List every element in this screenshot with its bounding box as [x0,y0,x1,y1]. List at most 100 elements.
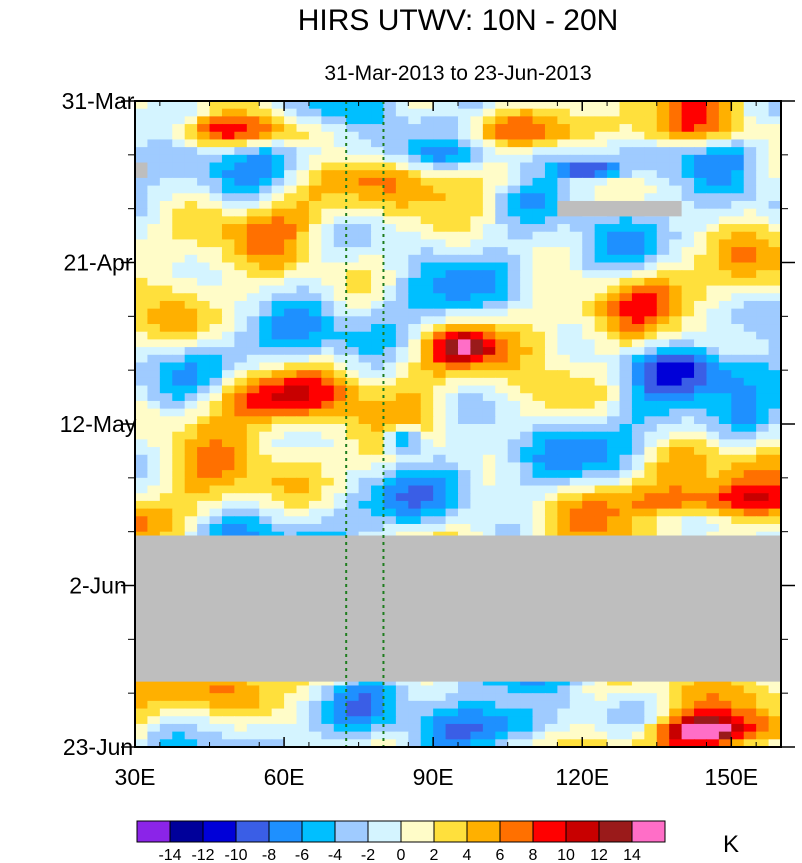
field-cell [209,462,223,471]
field-cell [433,431,447,440]
field-cell [619,108,633,117]
field-cell [159,716,173,725]
field-cell [308,493,322,502]
field-cell [582,177,596,187]
field-cell [234,224,248,233]
field-cell [520,370,534,379]
field-cell [172,370,186,379]
field-cell [383,470,397,479]
field-cell [296,231,310,241]
field-cell [259,400,273,410]
field-cell [718,723,732,733]
field-cell [544,385,558,394]
field-cell [172,523,186,533]
field-cell [756,400,770,410]
field-cell [296,385,310,394]
field-cell [607,285,621,294]
field-cell [184,470,198,479]
chart-subtitle: 31-Mar-2013 to 23-Jun-2013 [324,62,591,85]
field-cell [445,354,459,364]
field-cell [569,308,583,317]
field-cell [520,424,534,433]
field-cell [135,416,149,425]
field-cell [209,231,223,241]
field-cell [184,500,198,510]
field-cell [371,393,385,402]
field-cell [246,324,260,333]
field-cell [184,308,198,317]
field-cell [644,300,658,310]
field-cell [147,493,161,502]
field-cell [445,731,459,740]
field-cell [147,424,161,433]
field-cell [358,354,372,364]
field-cell [631,439,645,448]
field-cell [395,316,409,325]
field-cell [209,439,223,448]
field-cell [470,393,484,402]
field-cell [395,354,409,364]
field-cell [184,224,198,233]
field-cell [221,270,235,279]
field-cell [482,254,496,264]
colorbar-swatch [433,820,468,843]
colorbar-swatch [598,820,633,843]
field-cell [458,239,472,248]
field-cell [408,439,422,448]
field-cell [470,485,484,494]
field-cell [159,477,173,487]
field-cell [333,516,347,525]
field-cell [656,408,670,417]
field-cell [433,108,447,117]
field-cell [358,124,372,133]
field-cell [234,277,248,287]
field-cell [520,131,534,141]
field-cell [147,454,161,464]
field-cell [631,354,645,364]
field-cell [594,300,608,310]
field-cell [271,439,285,448]
field-cell [296,277,310,287]
field-cell [743,354,757,364]
field-cell [681,193,695,202]
field-cell [694,170,708,179]
field-cell [197,270,211,279]
field-cell [520,439,534,448]
field-cell [259,731,273,740]
field-cell [234,162,248,171]
field-cell [445,200,459,210]
field-cell [569,124,583,133]
field-cell [445,154,459,164]
field-cell [607,447,621,456]
field-cell [631,116,645,125]
field-cell [594,347,608,356]
field-cell [507,685,521,694]
field-cell [445,454,459,464]
field-cell [259,116,273,125]
field-cell [557,708,571,717]
field-cell [184,101,198,110]
field-cell [284,216,298,225]
field-cell [458,477,472,487]
field-cell [768,177,781,187]
field-cell [234,723,248,733]
field-cell [234,716,248,725]
field-cell [445,370,459,379]
field-cell [383,277,397,287]
field-cell [731,716,745,725]
field-cell [619,708,633,717]
field-cell [520,300,534,310]
field-cell [631,731,645,740]
field-cell [694,224,708,233]
field-cell [544,262,558,271]
field-cell [445,131,459,141]
field-cell [433,285,447,294]
field-cell [694,462,708,471]
field-cell [246,239,260,248]
field-cell [284,408,298,417]
field-cell [743,124,757,133]
field-cell [259,316,273,325]
field-cell [184,331,198,340]
field-cell [271,347,285,356]
field-cell [706,739,720,747]
